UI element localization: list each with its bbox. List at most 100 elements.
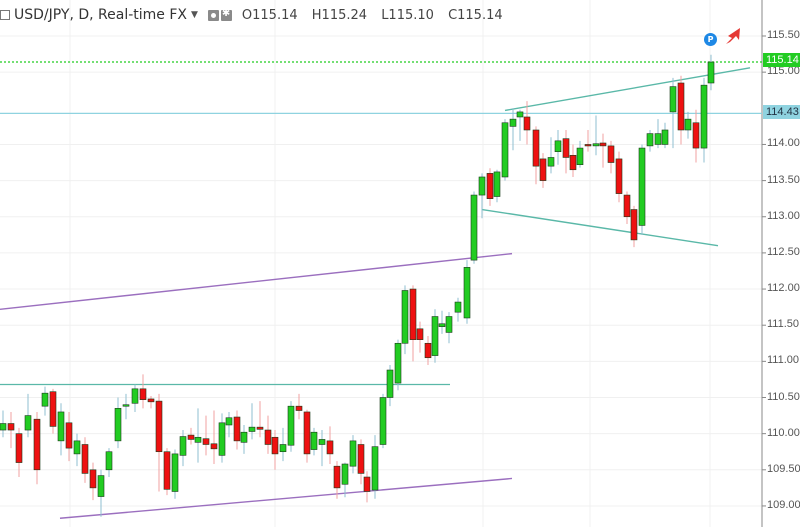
candle-body <box>57 411 65 442</box>
candle-body <box>179 436 187 456</box>
candle-body <box>394 342 402 384</box>
chart-header: USD/JPY, D, Real-time FX ▼ O115.14 H115.… <box>0 4 513 26</box>
candle-body <box>202 438 210 445</box>
candle-body <box>630 209 638 241</box>
candle-body <box>363 476 371 492</box>
candle-body <box>677 82 685 131</box>
candle-body <box>700 84 708 149</box>
candle-body <box>454 301 462 313</box>
candle-body <box>155 400 163 453</box>
candle-body <box>493 171 501 197</box>
symbol-title[interactable]: USD/JPY, D, Real-time FX <box>14 7 187 23</box>
candle-body <box>341 463 349 485</box>
candle-body <box>623 194 631 218</box>
price-tick-label: 113.00 <box>767 209 800 222</box>
candle-body <box>105 451 113 471</box>
candle-body <box>147 398 155 403</box>
candle-body <box>562 138 570 158</box>
candle-body <box>7 423 15 431</box>
price-tick-label: 111.50 <box>767 318 800 331</box>
candle-body <box>139 388 147 400</box>
trend-line <box>481 208 719 247</box>
ohlc-values: O115.14 H115.24 L115.10 C115.14 <box>242 8 513 23</box>
menu-icon[interactable] <box>0 10 10 20</box>
candle-body <box>707 61 715 84</box>
candle-body <box>81 444 89 474</box>
candle-body <box>122 404 130 407</box>
candle-body <box>463 267 471 319</box>
candle-body <box>114 408 122 442</box>
close-value: C115.14 <box>448 7 503 23</box>
high-value: H115.24 <box>311 7 368 23</box>
chevron-down-icon[interactable]: ▼ <box>190 10 198 20</box>
candle-body <box>89 469 97 489</box>
hline-price-tag: 114.43 <box>763 105 800 119</box>
price-tick-label: 115.50 <box>767 29 800 41</box>
candle-body <box>295 405 303 411</box>
candle-body <box>684 118 692 131</box>
candle-body <box>264 429 272 445</box>
candle-body <box>65 422 73 449</box>
candle-body <box>357 444 365 474</box>
candle-body <box>599 142 607 147</box>
candle-body <box>349 440 357 467</box>
eye-icon[interactable] <box>207 9 219 21</box>
candle-body <box>194 436 202 443</box>
candle-body <box>646 133 654 147</box>
candle-body <box>73 440 81 455</box>
candle-body <box>24 415 32 431</box>
p-badge-icon[interactable]: P <box>704 33 717 46</box>
candle-body <box>187 434 195 440</box>
candle-body <box>386 369 394 398</box>
price-tick-label: 114.00 <box>767 137 800 150</box>
candle-body <box>516 111 524 118</box>
candle-body <box>669 86 677 113</box>
last-price-tag: 115.14 <box>763 53 800 67</box>
price-tick-label: 113.50 <box>767 173 800 186</box>
candle-body <box>569 154 577 171</box>
candle-body <box>326 440 334 455</box>
candle-body <box>256 426 264 430</box>
candle-body <box>279 444 287 453</box>
candle-body <box>661 129 669 145</box>
candle-body <box>501 122 509 178</box>
candle-body <box>532 129 540 167</box>
price-tick-label: 109.00 <box>767 498 800 511</box>
candle-body <box>523 116 531 131</box>
candle-body <box>692 122 700 149</box>
candle-body <box>470 194 478 261</box>
candle-body <box>131 388 139 404</box>
candle-body <box>233 416 241 442</box>
candle-body <box>303 411 311 455</box>
candle-body <box>171 453 179 492</box>
candle-body <box>333 465 341 489</box>
candle-body <box>271 436 279 455</box>
candle-body <box>486 173 494 199</box>
candle-body <box>210 443 218 450</box>
candle-body <box>539 158 547 181</box>
candle-body <box>240 431 248 443</box>
candle-body <box>638 147 646 226</box>
candle-body <box>438 323 446 327</box>
candle-body <box>554 140 562 152</box>
candle-body <box>41 392 49 407</box>
candle-body <box>225 417 233 426</box>
candle-body <box>401 290 409 344</box>
candle-body <box>33 418 41 471</box>
red-arrow-icon <box>726 28 740 44</box>
low-value: L115.10 <box>381 7 434 23</box>
candle-body <box>163 451 171 490</box>
candle-body <box>576 147 584 165</box>
candle-body <box>287 405 295 446</box>
price-tick-label: 112.00 <box>767 282 800 295</box>
candle-body <box>424 342 432 359</box>
candle-body <box>49 391 57 427</box>
candle-body <box>584 144 592 147</box>
candle-body <box>509 118 517 127</box>
candle-body <box>478 176 486 196</box>
price-tick-label: 109.50 <box>767 462 800 475</box>
gear-icon[interactable] <box>220 8 232 21</box>
trend-line <box>0 252 513 310</box>
candle-body <box>416 328 424 340</box>
